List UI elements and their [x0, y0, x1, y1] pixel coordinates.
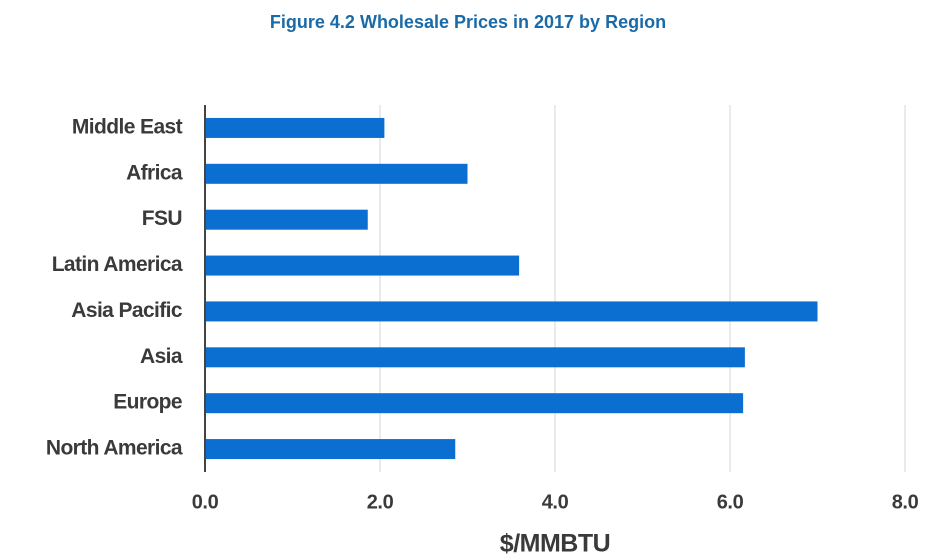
y-tick-label: Latin America	[52, 253, 183, 276]
x-tick-label: 4.0	[542, 491, 569, 513]
bar	[205, 393, 744, 414]
bar	[205, 347, 745, 368]
x-tick-label: 8.0	[892, 491, 919, 513]
x-tick-label: 6.0	[717, 491, 744, 513]
bar	[205, 163, 468, 184]
y-tick-label: Europe	[113, 391, 182, 414]
bar	[205, 117, 385, 138]
x-tick-label: 2.0	[367, 491, 394, 513]
chart-title: Figure 4.2 Wholesale Prices in 2017 by R…	[270, 12, 666, 32]
x-axis-title: $/MMBTU	[500, 530, 610, 558]
y-tick-label: Middle East	[72, 115, 183, 138]
bar	[205, 439, 456, 460]
y-tick-label: North America	[46, 437, 183, 460]
y-tick-label: Asia	[140, 345, 183, 368]
x-tick-label: 0.0	[192, 491, 219, 513]
bar	[205, 301, 818, 322]
y-tick-label: Africa	[126, 161, 183, 184]
bar	[205, 255, 520, 276]
y-tick-label: FSU	[142, 207, 182, 230]
bar	[205, 209, 368, 230]
y-tick-label: Asia Pacific	[71, 299, 183, 322]
